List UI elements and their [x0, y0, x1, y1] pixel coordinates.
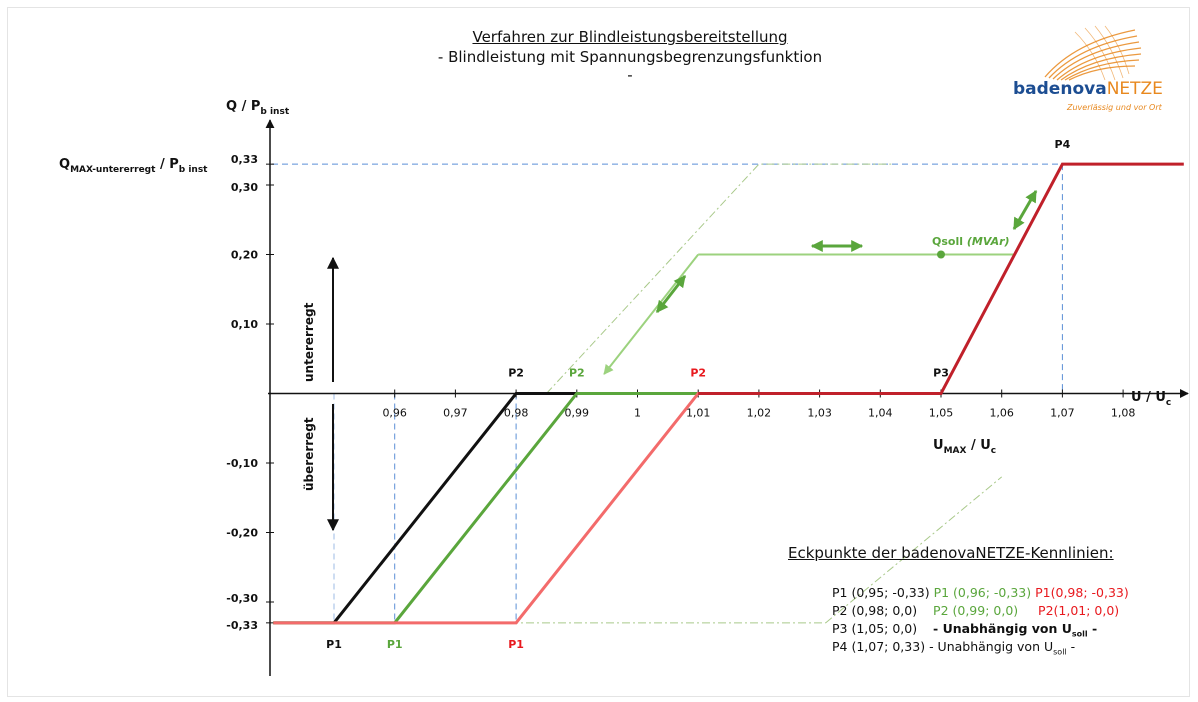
helper-line	[546, 163, 893, 394]
legend-p4: P4 (1,07; 0,33)	[832, 639, 926, 654]
chart-subtitle: - Blindleistung mit Spannungsbegrenzungs…	[437, 48, 823, 66]
point-label: P3	[933, 367, 949, 380]
x-tick-label: 1,02	[747, 407, 772, 420]
legend-green-p2: P2 (0,99; 0,0)	[933, 603, 1019, 618]
x-tick-label: 1,01	[686, 407, 711, 420]
chart-series	[273, 162, 1184, 625]
y-tick-label: -0,20	[226, 527, 258, 540]
qsoll-diagonal	[603, 253, 699, 375]
x-tick-label: 1,04	[868, 407, 893, 420]
y-axis-title: Q / Pb inst	[226, 99, 290, 117]
x-tick-label: 0,97	[443, 407, 468, 420]
legend-red-p1: P1(0,98; -0,33)	[1035, 585, 1129, 600]
y-tick-label: -0,10	[226, 457, 258, 470]
legend-black-p1: P1 (0,95; -0,33)	[832, 585, 930, 600]
point-label: P2	[690, 367, 706, 380]
point-label: P1	[387, 638, 403, 651]
chart-frame	[7, 7, 1190, 697]
legend-row: P2 (0,98; 0,0) P2 (0,99; 0,0) P2(1,01; 0…	[832, 603, 1119, 618]
logo-tagline: Zuverlässig und vor Ort	[1067, 103, 1162, 112]
legend-row: P1 (0,95; -0,33) P1 (0,96; -0,33) P1(0,9…	[832, 585, 1129, 600]
x-tick-label: 1,03	[807, 407, 832, 420]
green-double-arrow-diagonal-right	[1012, 189, 1038, 231]
helper-line-diagonal	[825, 476, 1003, 624]
legend-p4-note: - Unabhängig von Usoll -	[929, 639, 1076, 657]
legend-red-p2: P2(1,01; 0,0)	[1038, 603, 1120, 618]
chart-title: Verfahren zur Blindleistungsbereitstellu…	[472, 28, 788, 46]
point-label: P1	[326, 638, 342, 651]
x-tick-label: 1,05	[929, 407, 954, 420]
logo-swoosh-icon	[1044, 25, 1142, 81]
x-tick-label: 0,99	[565, 407, 590, 420]
point-label: P2	[569, 367, 585, 380]
legend-row: P3 (1,05; 0,0) - Unabhängig von Usoll -	[832, 621, 1097, 639]
umax-label: UMAX / Uc	[933, 438, 996, 456]
point-labels: P2 P2 P2 P3 P4 P1 P1 P1	[326, 138, 1070, 651]
y-tick-label: 0,30	[231, 181, 258, 194]
chart-subtitle-dash: -	[627, 66, 633, 84]
point-label: P4	[1055, 138, 1071, 151]
uebererregt-label: übererregt	[302, 417, 316, 491]
darkred-characteristic-line	[698, 162, 1184, 395]
x-tick-label: 0,98	[504, 407, 529, 420]
qsoll-point	[937, 250, 945, 259]
untererregt-label: untererregt	[302, 302, 316, 382]
logo-wordmark: badenovaNETZE	[1013, 79, 1163, 99]
x-tick-label: 1,06	[989, 407, 1014, 420]
legend-p3: P3 (1,05; 0,0)	[832, 621, 918, 636]
y-tick-label: 0,20	[231, 249, 258, 262]
point-label: P1	[508, 638, 524, 651]
legend-p3-note: - Unabhängig von Usoll -	[933, 621, 1098, 639]
x-tick-label: 1,07	[1050, 407, 1075, 420]
y-tick-label: 0,33	[231, 153, 258, 166]
x-tick-label: 0,96	[382, 407, 407, 420]
y-tick-label: -0,30	[226, 592, 258, 605]
x-axis-title: U / Uc	[1131, 390, 1171, 408]
axis-ticks: 0,96 0,97 0,98 0,99 1 1,01 1,02 1,03 1,04 1,05 1,0…	[226, 153, 1135, 632]
qsoll-label: Qsoll (MVAr)	[932, 235, 1010, 248]
green-double-arrow-diagonal-upper	[655, 275, 687, 313]
legend-title: Eckpunkte der badenovaNETZE-Kennlinien:	[788, 544, 1114, 562]
legend-row: P4 (1,07; 0,33) - Unabhängig von Usoll -	[832, 639, 1075, 657]
legend-black-p2: P2 (0,98; 0,0)	[832, 603, 918, 618]
y-axis-qmax-label: QMAX-untererregt / Pb inst	[59, 157, 208, 175]
legend-green-p1: P1 (0,96; -0,33)	[933, 585, 1032, 600]
x-tick-label: 1,08	[1111, 407, 1136, 420]
y-tick-label: 0,10	[231, 318, 258, 331]
point-label: P2	[508, 367, 524, 380]
x-tick-label: 1	[634, 407, 641, 420]
y-tick-label: -0,33	[226, 619, 258, 632]
